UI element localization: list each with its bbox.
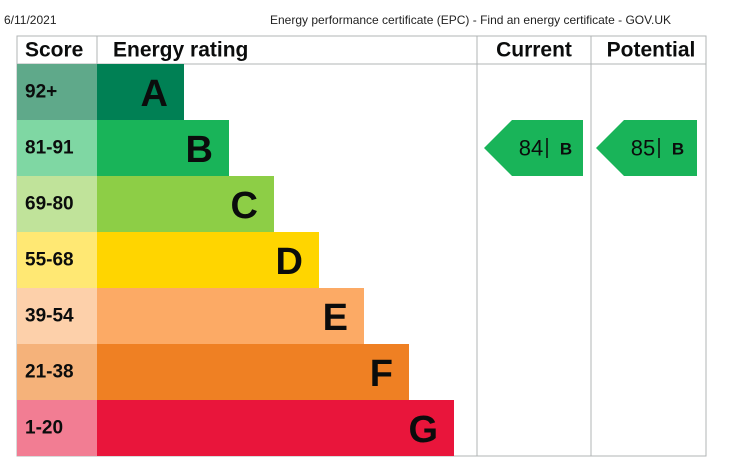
potential-score: 85 — [631, 136, 655, 161]
rating-letter: D — [276, 241, 303, 283]
rating-letter: F — [370, 353, 393, 395]
rating-letter: G — [408, 409, 438, 451]
rating-letter: B — [186, 129, 213, 171]
score-cell — [17, 400, 97, 456]
rating-bar — [97, 120, 229, 176]
rating-letter: E — [323, 297, 348, 339]
score-label: 1-20 — [25, 418, 63, 439]
score-label: 21-38 — [25, 362, 74, 383]
print-title: Energy performance certificate (EPC) - F… — [270, 13, 671, 27]
rating-bar — [97, 288, 364, 344]
rating-letter: C — [231, 185, 258, 227]
current-score: 84 — [519, 136, 543, 161]
potential-letter: B — [672, 140, 684, 159]
print-date: 6/11/2021 — [4, 13, 57, 27]
potential-arrow — [596, 120, 697, 176]
score-label: 55-68 — [25, 250, 74, 271]
score-label: 69-80 — [25, 194, 74, 215]
rating-bar — [97, 232, 319, 288]
rating-bar — [97, 400, 454, 456]
header-score: Score — [25, 39, 83, 62]
score-cell — [17, 64, 97, 120]
rating-letter: A — [141, 73, 168, 115]
rating-bar — [97, 176, 274, 232]
score-label: 81-91 — [25, 138, 74, 159]
rating-bar — [97, 344, 409, 400]
header-rating: Energy rating — [113, 39, 248, 62]
current-arrow — [484, 120, 583, 176]
score-cell — [17, 232, 97, 288]
score-label: 39-54 — [25, 306, 74, 327]
current-letter: B — [560, 140, 572, 159]
score-cell — [17, 176, 97, 232]
score-cell — [17, 344, 97, 400]
header-current: Current — [496, 39, 572, 62]
score-cell — [17, 120, 97, 176]
score-label: 92+ — [25, 82, 57, 103]
header-potential: Potential — [607, 39, 696, 62]
score-cell — [17, 288, 97, 344]
rating-bar — [97, 64, 184, 120]
